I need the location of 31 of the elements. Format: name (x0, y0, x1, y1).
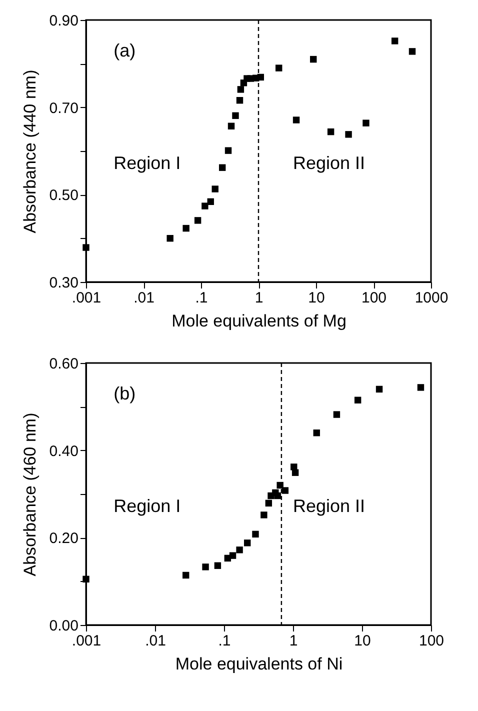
y-tick-label: 0.60 (49, 356, 78, 372)
y-axis-title: Absorbance (440 nm) (20, 70, 40, 234)
y-tick-label: 0.20 (49, 530, 78, 548)
x-axis-title: Mole equivalents of Mg (172, 312, 346, 330)
x-tick-label: 1 (254, 290, 264, 306)
annotation: Region I (114, 153, 181, 174)
y-tick-label: 0.40 (49, 442, 78, 460)
x-tick-label: .01 (145, 632, 166, 650)
annotation: (a) (114, 40, 136, 60)
x-tick-label: 100 (418, 632, 444, 650)
x-tick-label: .001 (72, 632, 102, 650)
x-tick-label: .1 (218, 632, 231, 650)
y-tick-label: 0.50 (49, 187, 78, 204)
y-tick-label: 0.30 (49, 274, 78, 292)
x-tick-label: 10 (308, 290, 325, 306)
x-tick-label: 1000 (414, 290, 448, 306)
y-tick-label: 0.00 (49, 618, 78, 634)
x-tick-label: 100 (361, 290, 387, 306)
annotation: Region II (293, 496, 366, 516)
x-tick-label: 10 (354, 632, 371, 650)
annotation: Region II (293, 153, 366, 174)
x-tick-label: .001 (72, 290, 102, 306)
x-tick-label: .01 (134, 290, 154, 306)
y-tick-label: 0.90 (49, 12, 78, 30)
y-axis-title: Absorbance (460 nm) (20, 412, 40, 576)
annotation: (b) (114, 383, 136, 404)
x-axis-title: Mole equivalents of Ni (175, 654, 343, 674)
annotation: Region I (114, 496, 181, 516)
y-tick-label: 0.70 (49, 100, 78, 117)
x-tick-label: 1 (289, 632, 298, 650)
x-tick-label: .1 (195, 290, 208, 306)
